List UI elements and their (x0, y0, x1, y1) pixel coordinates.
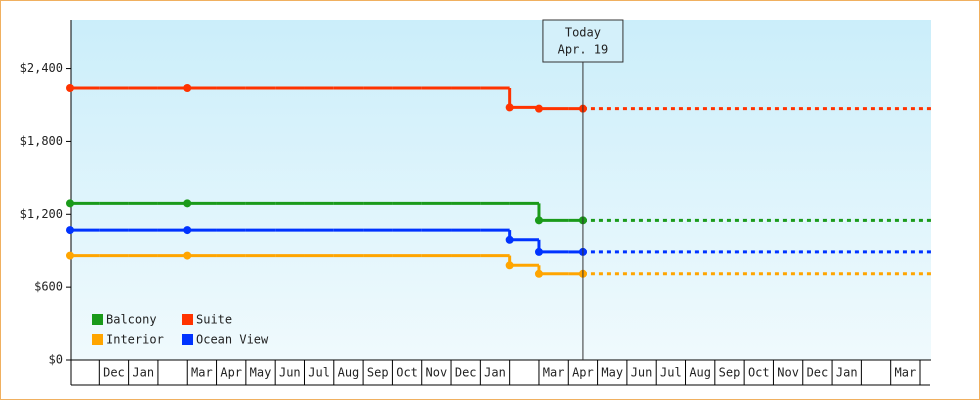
legend-swatch (182, 314, 193, 325)
legend-swatch (92, 334, 103, 345)
x-tick-label: Mar (191, 366, 213, 380)
x-tick-label: Oct (748, 366, 770, 380)
y-tick-label: $1,200 (20, 207, 63, 221)
series (66, 226, 931, 256)
point (66, 226, 74, 235)
x-tick-label: Jun (631, 366, 653, 380)
x-tick-label: Apr (572, 366, 594, 380)
x-tick-label: Jan (484, 366, 506, 380)
point (66, 251, 74, 260)
point (183, 84, 192, 92)
annotation-text: Apr. 19 (558, 43, 609, 57)
point (534, 104, 543, 113)
x-tick-label: Mar (543, 366, 565, 380)
point (534, 216, 543, 225)
point (66, 199, 74, 208)
x-tick-label: Sep (719, 366, 741, 380)
x-tick-label: Sep (367, 366, 389, 380)
y-tick-label: $1,800 (20, 134, 63, 148)
x-tick-label: Nov (426, 366, 448, 380)
x-tick-label: Dec (455, 366, 477, 380)
point (534, 269, 543, 278)
x-tick-label: May (601, 366, 623, 380)
x-tick-label: Jan (836, 366, 858, 380)
series (66, 84, 931, 113)
x-tick-label: Dec (103, 366, 125, 380)
legend-label: Suite (196, 313, 232, 327)
y-tick-label: $600 (34, 280, 63, 294)
point (183, 226, 192, 235)
x-tick-label: Apr (220, 366, 242, 380)
x-tick-label: Jun (279, 366, 301, 380)
legend-label: Balcony (106, 313, 157, 327)
x-tick-label: Oct (396, 366, 418, 380)
plot-area (71, 20, 931, 360)
x-tick-label: Jan (132, 366, 154, 380)
y-tick-label: $0 (49, 353, 63, 367)
legend-swatch (182, 334, 193, 345)
annotation-box (542, 19, 624, 63)
point (505, 261, 514, 270)
point (534, 247, 543, 256)
x-tick-label: Jul (308, 366, 330, 380)
point (183, 251, 192, 260)
legend-label: Interior (106, 333, 164, 347)
point (505, 235, 514, 244)
x-tick-label: Aug (689, 366, 711, 380)
x-tick-label: Nov (777, 366, 799, 380)
x-tick-label: Dec (807, 366, 829, 380)
point (183, 199, 192, 208)
y-tick-label: $2,400 (20, 61, 63, 75)
x-tick-label: May (250, 366, 272, 380)
annotation-text: Today (565, 26, 601, 40)
x-tick-label: Jul (660, 366, 682, 380)
point (66, 84, 74, 92)
x-tick-label: Aug (338, 366, 360, 380)
point (505, 103, 514, 112)
series (66, 199, 931, 225)
x-tick-label: Mar (895, 366, 917, 380)
legend-label: Ocean View (196, 333, 269, 347)
legend-swatch (92, 314, 103, 325)
